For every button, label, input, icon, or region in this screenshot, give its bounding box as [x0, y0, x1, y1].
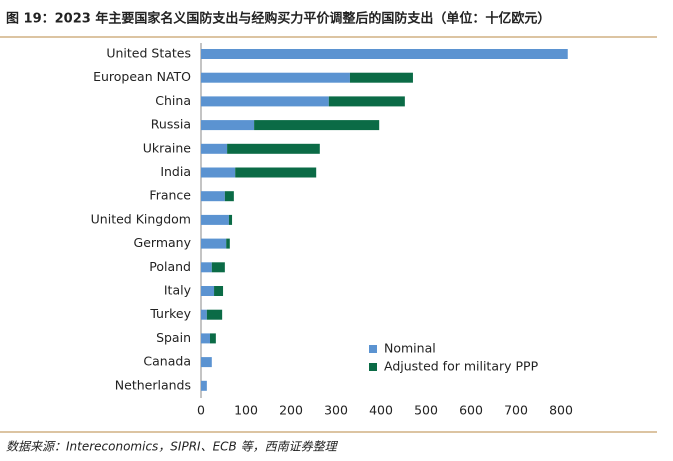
bar-segment: [254, 120, 380, 131]
bar-segment: [201, 286, 215, 296]
bar-segment: [201, 380, 207, 391]
y-tick-label: Netherlands: [115, 377, 191, 392]
x-tick-label: 600: [459, 403, 483, 418]
bar-segment: [214, 286, 224, 296]
chart-title: 图 19：2023 年主要国家名义国防支出与经购买力平价调整后的国防支出（单位：…: [6, 11, 550, 27]
bar-segment: [201, 262, 212, 273]
x-tick-label: 100: [234, 403, 258, 418]
bar-segment: [201, 309, 207, 320]
legend-swatch: [369, 363, 377, 371]
bar-segment: [328, 96, 405, 107]
x-tick-label: 800: [549, 403, 573, 418]
x-tick-label: 0: [197, 403, 205, 418]
x-tick-label: 400: [369, 403, 393, 418]
y-tick-label: Russia: [151, 117, 191, 132]
bar-segment: [201, 49, 568, 59]
bar-segment: [211, 262, 225, 273]
bar-segment: [201, 143, 228, 154]
legend-label: Adjusted for military PPP: [384, 359, 539, 374]
source-note: 数据来源：Intereconomics，SIPRI、ECB 等，西南证券整理: [6, 440, 339, 454]
x-tick-label: 300: [324, 403, 348, 418]
y-tick-label: Canada: [143, 354, 191, 369]
bar-segment: [228, 214, 233, 225]
bar-segment: [201, 357, 212, 368]
bar-segment: [235, 167, 317, 178]
y-tick-label: Spain: [156, 330, 191, 345]
bar-segment: [206, 309, 223, 320]
y-tick-label: Ukraine: [143, 140, 192, 155]
legend-swatch: [369, 345, 377, 353]
bar-segment: [224, 191, 234, 202]
bar-segment: [201, 191, 225, 202]
bar-segment: [201, 72, 350, 83]
y-tick-label: Germany: [134, 235, 192, 250]
y-tick-label: France: [149, 188, 191, 203]
y-tick-label: Poland: [149, 259, 191, 274]
x-tick-label: 200: [279, 403, 303, 418]
y-tick-label: Italy: [164, 283, 192, 298]
y-tick-label: United Kingdom: [91, 211, 191, 226]
bar-segment: [201, 167, 236, 178]
bar-segment: [201, 120, 255, 131]
bar-segment: [201, 238, 227, 249]
bar-segment: [210, 333, 216, 344]
bar-segment: [201, 214, 229, 225]
y-tick-label: Turkey: [149, 306, 191, 321]
y-tick-label: United States: [106, 46, 191, 61]
bar-segment: [226, 238, 230, 249]
y-tick-label: China: [155, 93, 191, 108]
bar-segment: [349, 72, 413, 83]
y-tick-label: European NATO: [93, 69, 191, 84]
bar-segment: [201, 333, 210, 344]
x-tick-label: 500: [414, 403, 438, 418]
y-tick-label: India: [160, 164, 191, 179]
bar-segment: [227, 143, 320, 154]
bar-segment: [201, 96, 329, 107]
x-tick-label: 700: [504, 403, 528, 418]
legend-label: Nominal: [384, 341, 436, 356]
